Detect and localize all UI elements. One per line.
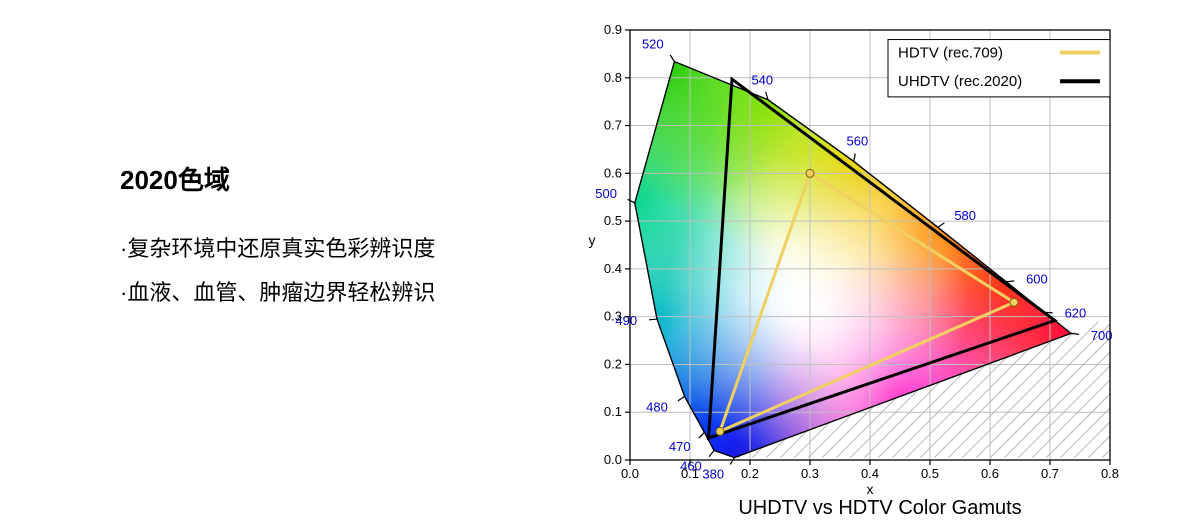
y-tick-label: 0.4 [604, 261, 622, 276]
x-tick-label: 0.8 [1101, 466, 1119, 481]
y-tick-label: 0.6 [604, 165, 622, 180]
y-tick-label: 0.1 [604, 404, 622, 419]
heading: 2020色域 [120, 160, 560, 197]
y-tick-label: 0.7 [604, 118, 622, 133]
legend-label: UHDTV (rec.2020) [898, 73, 1022, 90]
locus-nm-label: 520 [642, 37, 664, 52]
x-tick-label: 0.0 [621, 466, 639, 481]
x-tick-label: 0.7 [1041, 466, 1059, 481]
locus-nm-label: 380 [702, 467, 724, 482]
x-tick-label: 0.1 [681, 466, 699, 481]
legend: HDTV (rec.709) UHDTV (rec.2020) [888, 40, 1110, 97]
legend-label: HDTV (rec.709) [898, 45, 1003, 62]
gamut-rec709-vertex [1010, 298, 1018, 306]
locus-nm-label: 600 [1026, 271, 1048, 286]
locus-nm-label: 540 [751, 73, 773, 88]
text-column: 2020色域 ·复杂环境中还原真实色彩辨识度 ·血液、血管、肿瘤边界轻松辨识 [0, 0, 560, 522]
y-tick-label: 0.5 [604, 213, 622, 228]
y-tick-label: 0.8 [604, 70, 622, 85]
chromaticity-chart: 3804604704804905005205405605806006207000… [560, 0, 1200, 522]
locus-nm-label: 580 [954, 208, 976, 223]
y-tick-label: 0.0 [604, 452, 622, 467]
chart-column: 3804604704804905005205405605806006207000… [560, 0, 1200, 522]
x-tick-label: 0.6 [981, 466, 999, 481]
chart-caption: UHDTV vs HDTV Color Gamuts [738, 497, 1021, 519]
gamut-rec709-vertex [806, 169, 814, 177]
y-tick-label: 0.9 [604, 22, 622, 37]
locus-nm-label: 500 [595, 186, 617, 201]
x-tick-label: 0.2 [741, 466, 759, 481]
gamut-rec709-vertex [716, 427, 724, 435]
page-root: 2020色域 ·复杂环境中还原真实色彩辨识度 ·血液、血管、肿瘤边界轻松辨识 3… [0, 0, 1200, 522]
x-tick-label: 0.4 [861, 466, 879, 481]
y-tick-label: 0.2 [604, 356, 622, 371]
y-axis-label: y [589, 232, 596, 248]
y-tick-label: 0.3 [604, 309, 622, 324]
locus-nm-label: 480 [646, 399, 668, 414]
locus-nm-label: 620 [1065, 305, 1087, 320]
x-tick-label: 0.5 [921, 466, 939, 481]
bullet-1: ·复杂环境中还原真实色彩辨识度 [120, 227, 560, 271]
locus-nm-label: 560 [847, 134, 869, 149]
bullet-2: ·血液、血管、肿瘤边界轻松辨识 [120, 271, 560, 315]
x-tick-label: 0.3 [801, 466, 819, 481]
locus-nm-label: 700 [1091, 328, 1113, 343]
x-axis-label: x [867, 481, 874, 497]
locus-nm-label: 470 [669, 439, 691, 454]
